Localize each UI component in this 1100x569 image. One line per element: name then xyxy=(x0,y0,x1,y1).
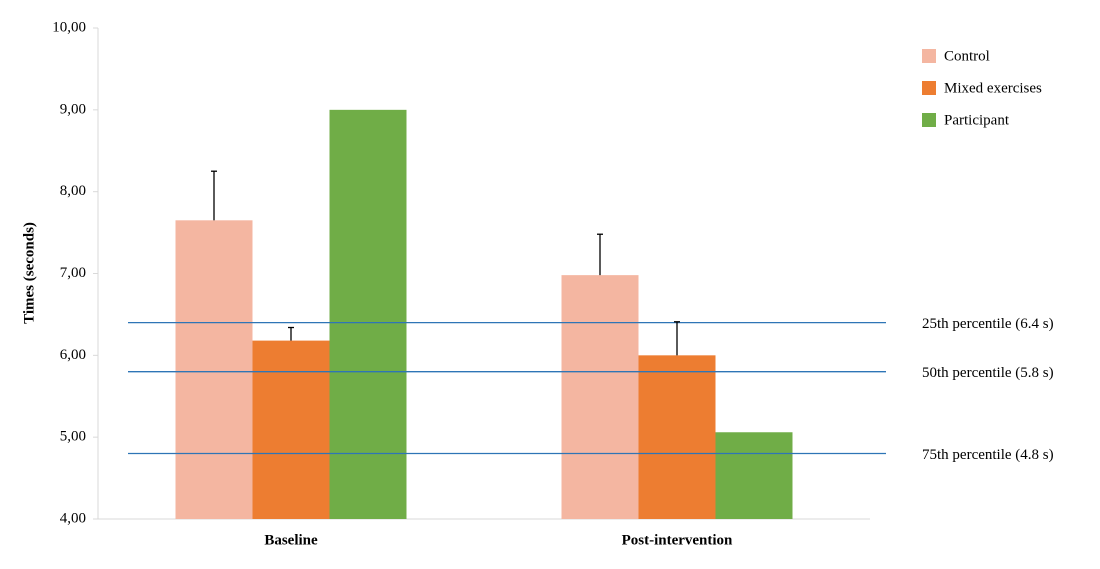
y-tick-label: 10,00 xyxy=(52,19,86,35)
legend-label: Control xyxy=(944,48,990,64)
bar xyxy=(561,275,639,519)
y-tick-label: 7,00 xyxy=(60,265,86,281)
x-tick-label: Baseline xyxy=(264,532,318,548)
bar xyxy=(252,340,330,519)
bar xyxy=(715,432,793,519)
legend-swatch xyxy=(922,49,936,63)
reference-label: 25th percentile (6.4 s) xyxy=(922,316,1054,332)
reference-label: 50th percentile (5.8 s) xyxy=(922,365,1054,381)
legend-swatch xyxy=(922,81,936,95)
y-tick-label: 8,00 xyxy=(60,183,86,199)
bar xyxy=(329,109,407,519)
bar xyxy=(175,220,253,519)
y-axis-title: Times (seconds) xyxy=(21,222,37,324)
reference-label: 75th percentile (4.8 s) xyxy=(922,447,1054,463)
y-tick-label: 9,00 xyxy=(60,101,86,117)
legend-swatch xyxy=(922,113,936,127)
y-tick-label: 5,00 xyxy=(60,429,86,445)
y-tick-label: 6,00 xyxy=(60,347,86,363)
legend-label: Mixed exercises xyxy=(944,80,1042,96)
bar xyxy=(638,355,716,519)
x-tick-label: Post-intervention xyxy=(622,532,733,548)
legend-label: Participant xyxy=(944,112,1010,128)
y-tick-label: 4,00 xyxy=(60,510,86,526)
